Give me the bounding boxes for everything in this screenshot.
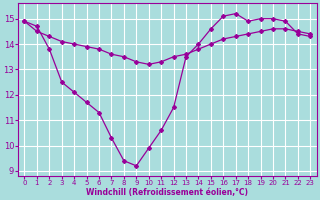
X-axis label: Windchill (Refroidissement éolien,°C): Windchill (Refroidissement éolien,°C) — [86, 188, 248, 197]
